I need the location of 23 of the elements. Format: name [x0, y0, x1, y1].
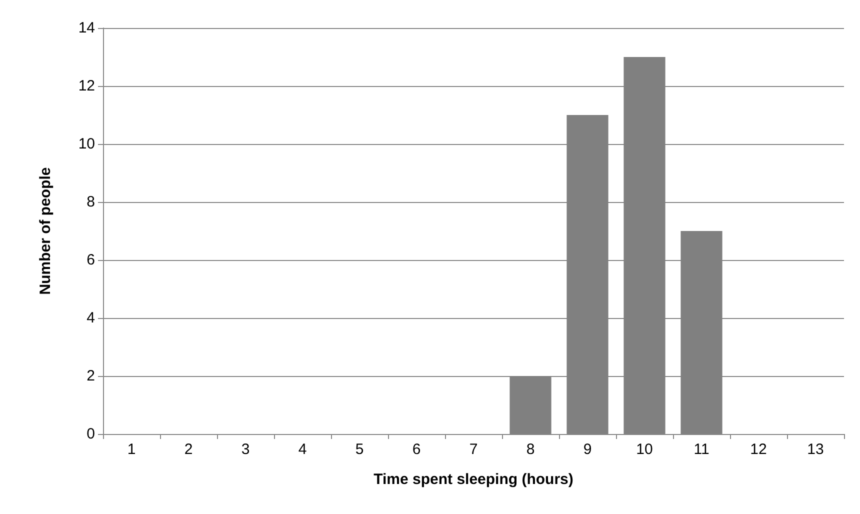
x-tick-label: 9 — [583, 441, 592, 458]
x-tick-label: 10 — [636, 441, 653, 458]
y-tick-label: 12 — [78, 78, 95, 94]
x-tick-label: 11 — [694, 441, 710, 458]
x-tick-label: 7 — [469, 441, 478, 458]
x-tick-label: 4 — [298, 441, 307, 458]
x-tick-label: 3 — [241, 441, 250, 458]
x-tick-label: 5 — [355, 441, 364, 458]
x-tick-label: 2 — [184, 441, 193, 458]
y-tick-label: 2 — [86, 368, 95, 384]
x-tick-label: 12 — [750, 441, 767, 458]
x-tick-label: 13 — [807, 441, 824, 458]
y-tick-label: 10 — [78, 136, 95, 152]
x-axis-title: Time spent sleeping (hours) — [374, 471, 574, 488]
y-tick-label: 4 — [86, 310, 95, 326]
y-tick-label: 6 — [86, 252, 95, 268]
x-tick-label: 8 — [526, 441, 535, 458]
y-tick-label: 8 — [86, 194, 95, 210]
x-tick-label: 6 — [412, 441, 421, 458]
y-tick-label: 14 — [78, 20, 95, 36]
x-tick-label: 1 — [127, 441, 136, 458]
y-axis-title: Number of people — [37, 167, 54, 295]
y-tick-label: 0 — [86, 426, 95, 442]
